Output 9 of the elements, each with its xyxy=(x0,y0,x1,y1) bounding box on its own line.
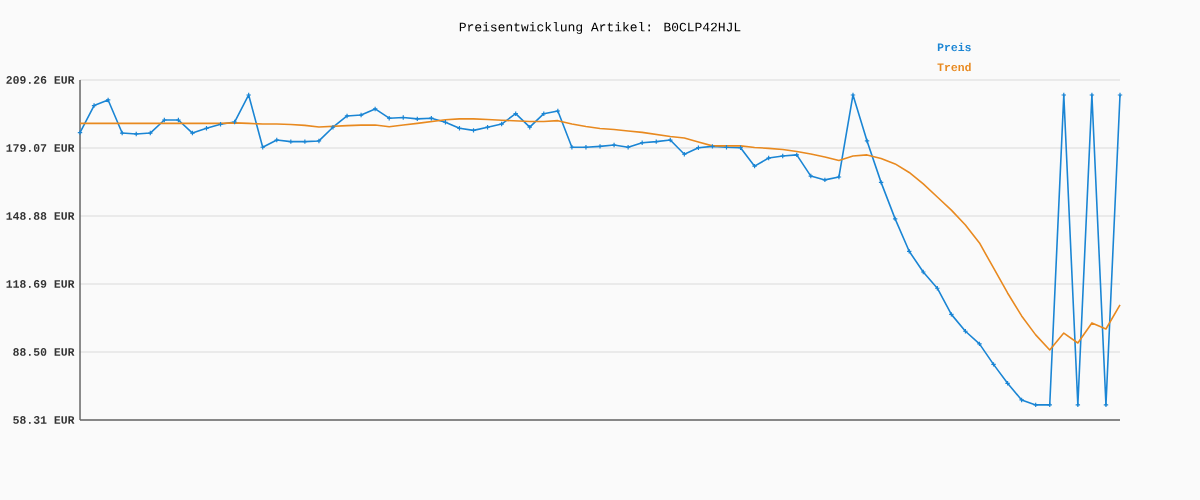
y-tick-label: 58.31 EUR xyxy=(13,416,75,424)
y-tick-label: 209.26 EUR xyxy=(6,76,75,84)
y-tick-label: 118.69 EUR xyxy=(6,280,75,288)
y-tick-label: 179.07 EUR xyxy=(6,144,75,152)
y-tick-label: 148.88 EUR xyxy=(6,212,75,220)
y-tick-label: 88.50 EUR xyxy=(13,348,75,356)
chart-title: Preisentwicklung Artikel: B0CLP42HJL xyxy=(459,21,741,35)
text: Trend xyxy=(937,62,971,72)
text: Preis xyxy=(937,42,971,52)
